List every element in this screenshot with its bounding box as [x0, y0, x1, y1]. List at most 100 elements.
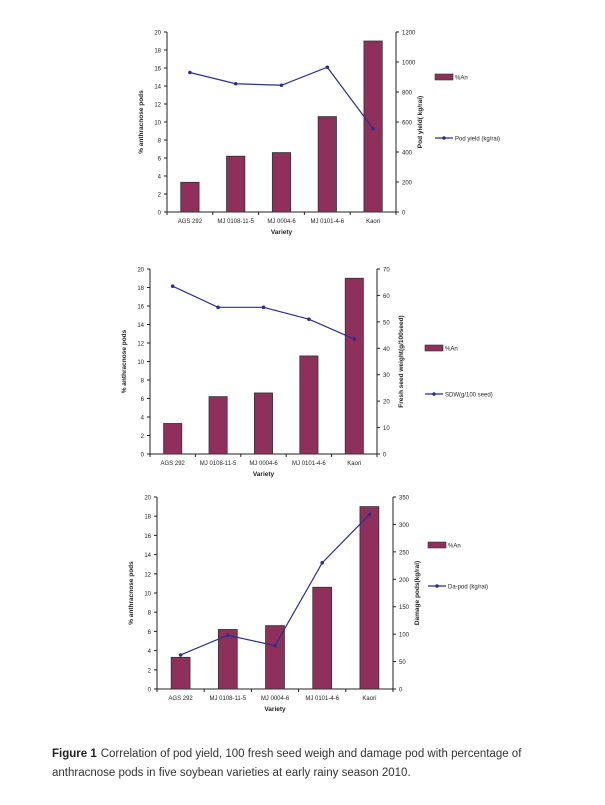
left-tick-label: 4: [148, 649, 152, 655]
x-tick-label: AGS 292: [161, 461, 186, 467]
line-point: [188, 70, 192, 75]
right-tick-label: 0: [383, 453, 387, 459]
left-tick-label: 2: [141, 434, 145, 440]
caption-text: Correlation of pod yield, 100 fresh seed…: [52, 748, 522, 779]
legend-bar-label: %An: [455, 76, 468, 82]
x-tick-label: Kaori: [366, 219, 380, 225]
bar: [163, 423, 183, 455]
line-point: [170, 284, 175, 288]
left-tick-label: 8: [158, 139, 162, 145]
figure-charts: 02468101214161820020040060080010001200AG…: [121, 31, 500, 714]
left-tick-label: 4: [158, 175, 162, 181]
legend-bar-swatch: [424, 344, 444, 352]
chart-3: 02468101214161820050100150200250300350AG…: [128, 496, 488, 714]
left-tick-label: 2: [158, 193, 162, 199]
right-tick-label: 30: [383, 373, 390, 379]
left-tick-label: 12: [144, 572, 151, 578]
right-tick-label: 1000: [402, 61, 416, 67]
x-axis-title: Variety: [253, 471, 275, 478]
x-tick-label: MJ 0108-11-5: [200, 461, 237, 467]
legend-bar-swatch: [434, 73, 454, 81]
left-tick-label: 12: [137, 342, 144, 348]
x-tick-label: MJ 0108-11-5: [210, 696, 247, 702]
right-tick-label: 70: [383, 268, 390, 274]
left-tick-label: 18: [137, 286, 144, 292]
line-point: [307, 317, 311, 322]
legend-bar-label: %An: [445, 347, 458, 353]
line-point: [226, 633, 230, 638]
right-tick-label: 800: [402, 91, 413, 97]
bar: [363, 40, 383, 213]
left-tick-label: 10: [137, 360, 144, 366]
left-tick-label: 16: [144, 534, 151, 540]
left-tick-label: 20: [144, 496, 151, 502]
bar: [317, 116, 337, 213]
legend-line-marker: [442, 136, 446, 140]
right-tick-label: 50: [399, 660, 406, 666]
left-tick-label: 6: [148, 630, 152, 636]
left-axis-title: % anthracnose pods: [128, 561, 135, 625]
right-tick-label: 100: [399, 633, 410, 639]
right-tick-label: 600: [402, 121, 413, 127]
line-point: [261, 305, 266, 310]
left-tick-label: 18: [144, 515, 151, 521]
right-tick-label: 0: [399, 688, 403, 694]
left-tick-label: 12: [154, 103, 161, 109]
right-axis-title: Fresh seed weight(g/100seed): [398, 315, 405, 407]
x-axis-title: Variety: [271, 229, 293, 236]
right-tick-label: 250: [399, 550, 410, 556]
bar: [226, 155, 246, 213]
line-point: [279, 83, 284, 88]
line-series: [172, 285, 355, 340]
right-tick-label: 40: [383, 347, 390, 353]
left-tick-label: 6: [158, 157, 162, 163]
right-tick-label: 50: [383, 320, 390, 326]
line-point: [371, 126, 375, 131]
bar: [217, 629, 238, 690]
left-tick-label: 0: [141, 453, 145, 459]
left-tick-label: 16: [137, 305, 144, 311]
chart-2: 0 2 4 6 8 10 12 14 16 18 20 0 10 20 30 40 50 60 70 AGS 292 M…: [121, 268, 493, 479]
right-tick-label: 150: [399, 605, 410, 611]
right-tick-label: 0: [402, 211, 406, 217]
line-point: [178, 653, 183, 657]
right-tick-label: 300: [399, 523, 410, 529]
legend-line-label: SDW(g/100 seed): [445, 393, 493, 399]
legend-line-marker: [432, 392, 436, 396]
right-tick-label: 350: [399, 496, 410, 502]
x-tick-label: MJ 0101-4-6: [310, 219, 344, 225]
line-series: [189, 66, 374, 130]
line-point: [216, 305, 220, 310]
left-tick-label: 2: [148, 668, 152, 674]
bar: [170, 656, 191, 690]
x-axis-title: Variety: [264, 706, 286, 713]
left-tick-label: 20: [137, 268, 144, 274]
left-tick-label: 8: [148, 611, 152, 617]
left-tick-label: 10: [144, 592, 151, 598]
line-point: [325, 65, 330, 70]
legend-line-label: Da-pod (kg/rai): [448, 585, 488, 591]
left-tick-label: 0: [148, 688, 152, 694]
left-tick-label: 10: [154, 121, 161, 127]
line-point: [320, 561, 325, 565]
legend-bar-label: %An: [448, 544, 461, 550]
line-point: [367, 512, 372, 517]
caption-label: Figure 1: [52, 748, 97, 760]
legend-bar-swatch: [427, 541, 447, 549]
bar: [180, 181, 200, 213]
left-tick-label: 6: [141, 397, 145, 403]
figure-caption: Figure 1 Correlation of pod yield, 100 fr…: [52, 745, 562, 783]
x-tick-label: AGS 292: [178, 219, 203, 225]
left-axis-title: % anthracnose pods: [138, 90, 145, 154]
right-axis-title: Damage pods(kg/rai): [414, 561, 421, 625]
left-tick-label: 16: [154, 67, 161, 73]
x-tick-label: MJ 0101-4-6: [305, 696, 339, 702]
chart-1: 02468101214161820020040060080010001200AG…: [138, 31, 500, 237]
bar: [344, 277, 364, 455]
right-tick-label: 400: [402, 151, 413, 157]
x-tick-label: AGS 292: [168, 696, 193, 702]
line-point: [233, 81, 238, 86]
x-tick-label: MJ 0004-6: [261, 696, 290, 702]
right-tick-label: 1200: [402, 31, 416, 37]
legend-line-label: Pod yield (kg/rai): [455, 137, 500, 143]
